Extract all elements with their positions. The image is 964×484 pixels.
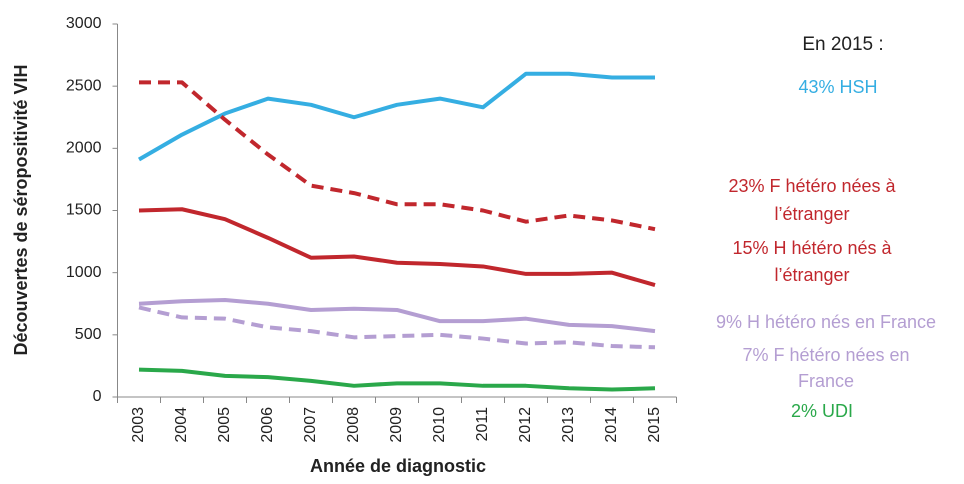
x-tick-label: 2005 bbox=[216, 407, 233, 443]
x-tick-label: 2003 bbox=[130, 407, 147, 443]
y-tick-label: 0 bbox=[93, 388, 102, 405]
x-tick-label: 2010 bbox=[431, 407, 448, 443]
series-line bbox=[137, 71, 655, 162]
series-label: 2% UDI bbox=[791, 401, 853, 421]
series-line bbox=[139, 80, 656, 232]
series-label: 23% F hétéro nées à bbox=[728, 176, 896, 196]
x-tick-label: 2013 bbox=[560, 407, 577, 443]
x-tick-label: 2008 bbox=[345, 407, 362, 443]
series-label: 9% H hétéro nés en France bbox=[716, 312, 936, 332]
y-tick-label: 2500 bbox=[66, 77, 102, 94]
series-line bbox=[138, 305, 656, 350]
x-tick-label: 2015 bbox=[646, 407, 663, 443]
y-tick-label: 500 bbox=[75, 326, 102, 343]
x-axis-label: Année de diagnostic bbox=[310, 456, 486, 476]
series-label: 43% HSH bbox=[798, 77, 877, 97]
x-tick-label: 2007 bbox=[302, 407, 319, 443]
y-tick-label: 2000 bbox=[66, 140, 102, 157]
series-label: France bbox=[798, 371, 854, 391]
y-tick-label: 1000 bbox=[66, 264, 102, 281]
series-label: 15% H hétéro nés à bbox=[732, 238, 892, 258]
series-line bbox=[138, 207, 656, 288]
x-tick-label: 2011 bbox=[474, 407, 491, 442]
series-label: l’étranger bbox=[774, 204, 849, 224]
x-tick-label: 2006 bbox=[259, 407, 276, 443]
x-tick-label: 2004 bbox=[173, 407, 190, 443]
series-line bbox=[138, 367, 656, 392]
y-axis-label: Découvertes de séropositivité VIH bbox=[11, 64, 31, 355]
x-tick-label: 2012 bbox=[517, 407, 534, 443]
y-tick-label: 3000 bbox=[66, 15, 102, 32]
y-tick-label: 1500 bbox=[66, 202, 102, 219]
x-tick-label: 2014 bbox=[603, 407, 620, 443]
series-line bbox=[138, 298, 656, 334]
annotation: En 2015 : bbox=[802, 34, 883, 55]
x-tick-label: 2009 bbox=[388, 407, 405, 443]
series-label: l’étranger bbox=[774, 265, 849, 285]
series-label: 7% F hétéro nées en bbox=[742, 345, 909, 365]
